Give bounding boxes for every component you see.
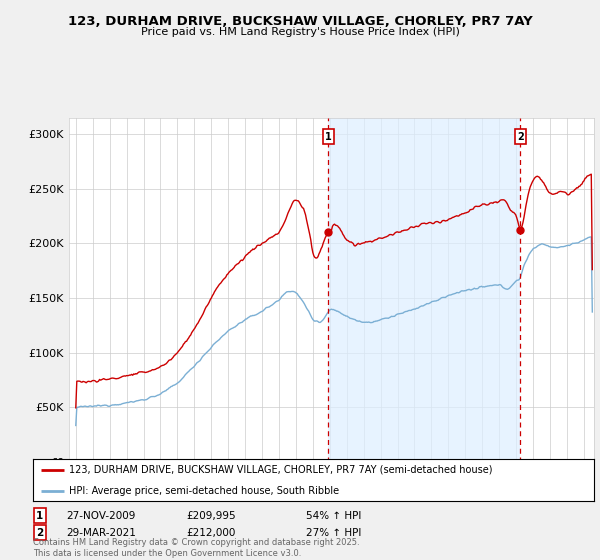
Text: £209,995: £209,995 <box>186 511 236 521</box>
Text: 123, DURHAM DRIVE, BUCKSHAW VILLAGE, CHORLEY, PR7 7AY: 123, DURHAM DRIVE, BUCKSHAW VILLAGE, CHO… <box>68 15 532 28</box>
Text: 2: 2 <box>517 132 524 142</box>
Text: HPI: Average price, semi-detached house, South Ribble: HPI: Average price, semi-detached house,… <box>70 486 340 496</box>
Text: 2: 2 <box>36 528 43 538</box>
Text: 27% ↑ HPI: 27% ↑ HPI <box>306 528 361 538</box>
Bar <box>328 118 520 462</box>
Text: 1: 1 <box>36 511 43 521</box>
Text: 29-MAR-2021: 29-MAR-2021 <box>66 528 136 538</box>
Text: 54% ↑ HPI: 54% ↑ HPI <box>306 511 361 521</box>
Text: £212,000: £212,000 <box>186 528 235 538</box>
Text: 1: 1 <box>325 132 332 142</box>
Text: 123, DURHAM DRIVE, BUCKSHAW VILLAGE, CHORLEY, PR7 7AY (semi-detached house): 123, DURHAM DRIVE, BUCKSHAW VILLAGE, CHO… <box>70 465 493 475</box>
Text: 27-NOV-2009: 27-NOV-2009 <box>66 511 136 521</box>
Text: Price paid vs. HM Land Registry's House Price Index (HPI): Price paid vs. HM Land Registry's House … <box>140 27 460 37</box>
Text: Contains HM Land Registry data © Crown copyright and database right 2025.
This d: Contains HM Land Registry data © Crown c… <box>33 538 359 558</box>
